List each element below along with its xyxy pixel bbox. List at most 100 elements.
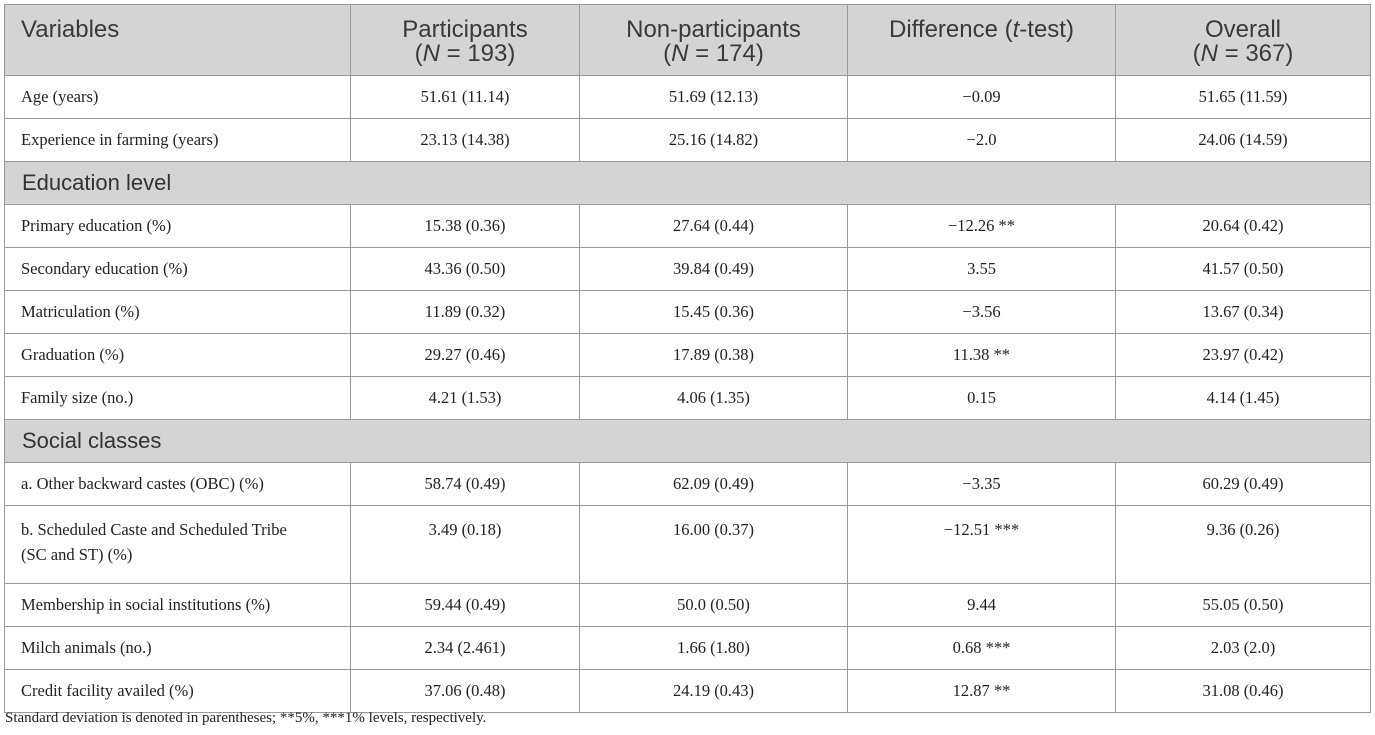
cell-participants: 51.61 (11.14): [350, 75, 580, 119]
cell-difference: −2.0: [847, 118, 1116, 162]
cell-nonparticipants: 50.0 (0.50): [579, 583, 848, 627]
cell-nonparticipants: 16.00 (0.37): [579, 505, 848, 584]
table-row: Secondary education (%) 43.36 (0.50) 39.…: [4, 247, 1371, 291]
cell-participants: 3.49 (0.18): [350, 505, 580, 584]
cell-participants: 58.74 (0.49): [350, 462, 580, 506]
row-label: Credit facility availed (%): [4, 669, 351, 713]
header-nonparticipants-n-rest: = 174): [688, 40, 764, 67]
cell-participants: 29.27 (0.46): [350, 333, 580, 377]
row-label: Primary education (%): [4, 204, 351, 248]
cell-participants: 43.36 (0.50): [350, 247, 580, 291]
cell-participants: 23.13 (14.38): [350, 118, 580, 162]
cell-difference: −0.09: [847, 75, 1116, 119]
cell-participants: 37.06 (0.48): [350, 669, 580, 713]
cell-nonparticipants: 27.64 (0.44): [579, 204, 848, 248]
cell-difference: −12.51 ***: [847, 505, 1116, 584]
row-label: Experience in farming (years): [4, 118, 351, 162]
cell-nonparticipants: 25.16 (14.82): [579, 118, 848, 162]
cell-overall: 4.14 (1.45): [1115, 376, 1371, 420]
section-row: Social classes: [4, 419, 1371, 463]
cell-nonparticipants: 1.66 (1.80): [579, 626, 848, 670]
cell-nonparticipants: 62.09 (0.49): [579, 462, 848, 506]
header-overall: Overall (N = 367): [1115, 4, 1371, 76]
cell-nonparticipants: 39.84 (0.49): [579, 247, 848, 291]
table-row: Primary education (%) 15.38 (0.36) 27.64…: [4, 204, 1371, 248]
table-row: Membership in social institutions (%) 59…: [4, 583, 1371, 627]
cell-overall: 24.06 (14.59): [1115, 118, 1371, 162]
cell-difference: 0.15: [847, 376, 1116, 420]
cell-difference: −3.35: [847, 462, 1116, 506]
table-row: b. Scheduled Caste and Scheduled Tribe (…: [4, 505, 1371, 584]
cell-overall: 9.36 (0.26): [1115, 505, 1371, 584]
cell-participants: 11.89 (0.32): [350, 290, 580, 334]
header-nonparticipants: Non-participants (N = 174): [579, 4, 848, 76]
cell-nonparticipants: 24.19 (0.43): [579, 669, 848, 713]
table-row: Matriculation (%) 11.89 (0.32) 15.45 (0.…: [4, 290, 1371, 334]
header-difference: Difference (t-test): [847, 4, 1116, 76]
row-label: Graduation (%): [4, 333, 351, 377]
cell-overall: 23.97 (0.42): [1115, 333, 1371, 377]
table-row: a. Other backward castes (OBC) (%) 58.74…: [4, 462, 1371, 506]
cell-participants: 2.34 (2.461): [350, 626, 580, 670]
header-participants-n-rest: = 193): [439, 40, 516, 67]
row-label: Age (years): [4, 75, 351, 119]
row-label-line1: b. Scheduled Caste and Scheduled Tribe: [21, 520, 287, 539]
cell-overall: 51.65 (11.59): [1115, 75, 1371, 119]
row-label: Family size (no.): [4, 376, 351, 420]
cell-overall: 2.03 (2.0): [1115, 626, 1371, 670]
header-nonparticipants-n-open: (: [663, 40, 672, 67]
cell-nonparticipants: 15.45 (0.36): [579, 290, 848, 334]
header-overall-n-rest: = 367): [1217, 40, 1294, 67]
header-variables: Variables: [4, 4, 351, 76]
header-row: Variables Participants (N = 193) Non-par…: [4, 4, 1371, 76]
row-label: Secondary education (%): [4, 247, 351, 291]
cell-difference: −3.56: [847, 290, 1116, 334]
table-row: Credit facility availed (%) 37.06 (0.48)…: [4, 669, 1371, 713]
header-difference-post: -test): [1019, 16, 1074, 43]
cell-difference: 0.68 ***: [847, 626, 1116, 670]
row-label: b. Scheduled Caste and Scheduled Tribe (…: [4, 505, 351, 584]
section-row: Education level: [4, 161, 1371, 205]
header-participants-n-open: (: [414, 40, 423, 67]
header-difference-pre: Difference (: [889, 16, 1013, 43]
cell-difference: −12.26 **: [847, 204, 1116, 248]
header-nonparticipants-name: Non-participants: [626, 16, 801, 43]
cell-difference: 12.87 **: [847, 669, 1116, 713]
header-participants-n-var: N: [422, 40, 440, 67]
table-row: Family size (no.) 4.21 (1.53) 4.06 (1.35…: [4, 376, 1371, 420]
table-row: Age (years) 51.61 (11.14) 51.69 (12.13) …: [4, 75, 1371, 119]
cell-overall: 20.64 (0.42): [1115, 204, 1371, 248]
cell-overall: 60.29 (0.49): [1115, 462, 1371, 506]
header-nonparticipants-n-var: N: [671, 40, 689, 67]
header-overall-name: Overall: [1204, 16, 1282, 43]
table-footnote: Standard deviation is denoted in parenth…: [5, 710, 487, 726]
cell-overall: 13.67 (0.34): [1115, 290, 1371, 334]
row-label: Matriculation (%): [4, 290, 351, 334]
section-heading: Education level: [4, 161, 1371, 205]
cell-nonparticipants: 17.89 (0.38): [579, 333, 848, 377]
header-participants-name: Participants: [402, 16, 528, 43]
table-row: Graduation (%) 29.27 (0.46) 17.89 (0.38)…: [4, 333, 1371, 377]
data-table: Variables Participants (N = 193) Non-par…: [4, 4, 1371, 713]
table-row: Experience in farming (years) 23.13 (14.…: [4, 118, 1371, 162]
header-participants: Participants (N = 193): [350, 4, 580, 76]
cell-nonparticipants: 4.06 (1.35): [579, 376, 848, 420]
cell-nonparticipants: 51.69 (12.13): [579, 75, 848, 119]
cell-difference: 3.55: [847, 247, 1116, 291]
cell-overall: 55.05 (0.50): [1115, 583, 1371, 627]
row-label-line2: (SC and ST) (%): [21, 545, 133, 564]
cell-participants: 59.44 (0.49): [350, 583, 580, 627]
section-heading: Social classes: [4, 419, 1371, 463]
header-overall-n-var: N: [1200, 40, 1218, 67]
cell-participants: 15.38 (0.36): [350, 204, 580, 248]
cell-difference: 9.44: [847, 583, 1116, 627]
cell-overall: 41.57 (0.50): [1115, 247, 1371, 291]
cell-difference: 11.38 **: [847, 333, 1116, 377]
table-row: Milch animals (no.) 2.34 (2.461) 1.66 (1…: [4, 626, 1371, 670]
header-overall-n-open: (: [1192, 40, 1201, 67]
row-label: Milch animals (no.): [4, 626, 351, 670]
cell-participants: 4.21 (1.53): [350, 376, 580, 420]
header-difference-t: t: [1012, 16, 1020, 43]
row-label: a. Other backward castes (OBC) (%): [4, 462, 351, 506]
cell-overall: 31.08 (0.46): [1115, 669, 1371, 713]
